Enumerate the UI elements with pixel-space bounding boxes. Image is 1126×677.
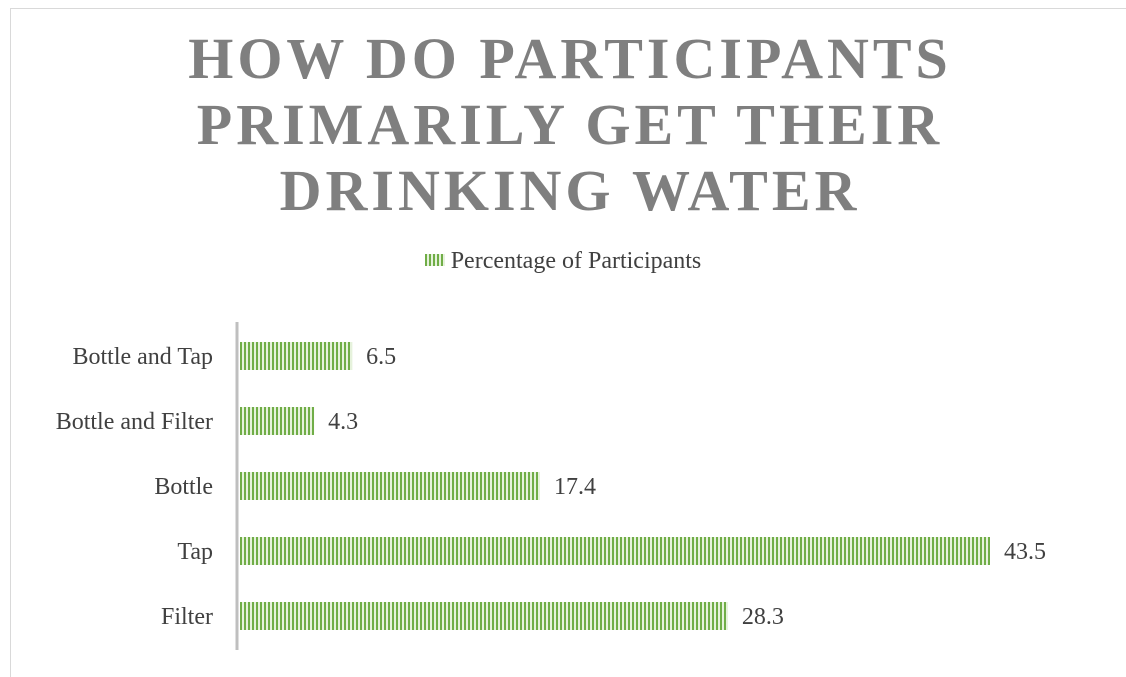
chart-frame [10, 8, 1126, 677]
bar [240, 472, 540, 500]
category-tick-label: Tap [177, 539, 213, 565]
data-label: 17.4 [554, 474, 596, 500]
data-label: 4.3 [328, 409, 358, 435]
bar [240, 602, 728, 630]
chart-title: HOW DO PARTICIPANTS PRIMARILY GET THEIR … [188, 26, 952, 223]
category-tick-label: Bottle [154, 474, 213, 500]
legend-swatch [424, 254, 445, 267]
category-tick-label: Bottle and Tap [72, 344, 213, 370]
data-label: 43.5 [1004, 539, 1046, 565]
category-tick-label: Filter [161, 604, 213, 630]
data-label: 28.3 [742, 604, 784, 630]
legend-label: Percentage of Participants [450, 248, 702, 274]
bar [240, 407, 315, 435]
data-label: 6.5 [366, 344, 396, 370]
bar [240, 537, 990, 565]
legend: Percentage of Participants [0, 248, 1126, 275]
bar [240, 342, 353, 370]
category-tick-label: Bottle and Filter [56, 409, 213, 435]
